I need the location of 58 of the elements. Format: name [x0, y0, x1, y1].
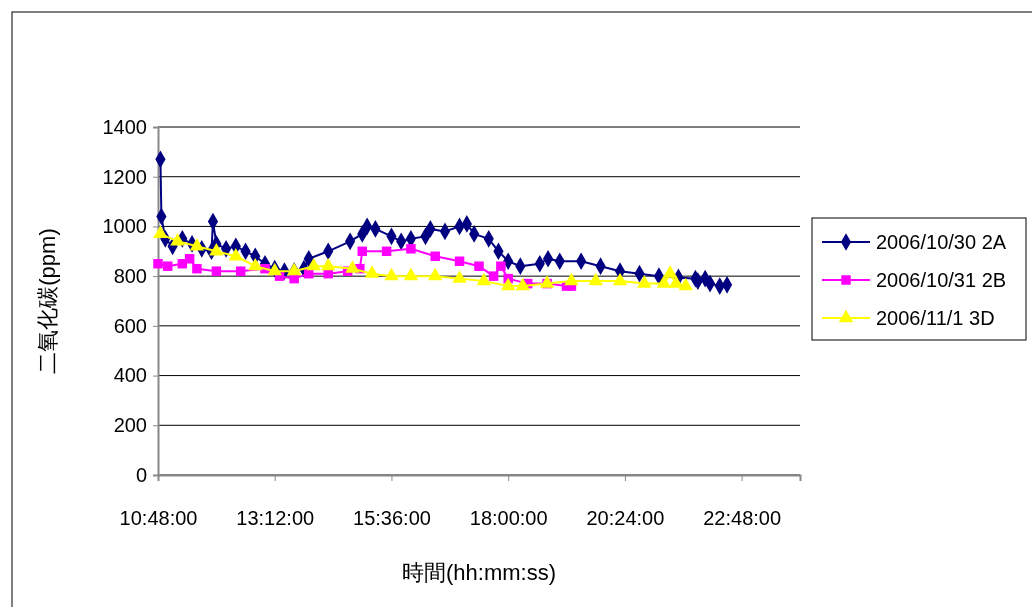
x-tick-label: 22:48:00: [703, 507, 782, 530]
point: [656, 275, 672, 288]
point: [564, 272, 579, 286]
point: [588, 272, 603, 286]
point: [384, 267, 399, 281]
point: [474, 261, 484, 271]
point: [515, 277, 530, 291]
point: [612, 272, 628, 286]
x-axis-title: 時間(hh:mm:ss): [402, 560, 556, 585]
point: [496, 261, 506, 271]
point: [184, 254, 195, 264]
point: [430, 251, 440, 261]
y-tick-label: 400: [113, 364, 147, 387]
point: [248, 257, 263, 271]
point: [406, 244, 416, 254]
point: [678, 277, 693, 291]
point: [209, 242, 224, 256]
point: [500, 277, 516, 291]
point: [153, 225, 168, 239]
point: [304, 268, 314, 279]
x-tick-label: 20:24:00: [586, 507, 665, 530]
point: [428, 267, 443, 281]
legend-label: 2006/10/30 2A: [876, 231, 1007, 253]
point: [306, 257, 321, 271]
point: [170, 233, 185, 246]
point: [228, 247, 244, 261]
x-tick-label: 13:12:00: [236, 507, 315, 530]
y-tick-label: 1400: [102, 115, 147, 138]
x-tick-label: 15:36:00: [353, 507, 431, 530]
point: [488, 271, 499, 281]
point: [452, 270, 467, 283]
x-tick-label: 10:48:00: [119, 507, 198, 530]
y-tick-label: 1000: [102, 215, 147, 238]
point: [192, 263, 202, 274]
point: [153, 258, 163, 269]
y-axis-title: 二氧化碳(ppm): [35, 228, 60, 374]
point: [211, 266, 222, 276]
point: [345, 260, 360, 273]
point: [357, 246, 368, 257]
point: [364, 265, 380, 278]
point: [321, 257, 336, 271]
y-tick-label: 1200: [102, 165, 147, 188]
y-tick-label: 800: [113, 265, 147, 288]
point: [162, 261, 173, 271]
legend-label: 2006/11/1 3D: [876, 307, 995, 329]
point: [286, 262, 302, 276]
x-tick-label: 18:00:00: [469, 507, 548, 530]
point: [637, 275, 652, 288]
legend-label: 2006/10/31 2B: [876, 269, 1007, 291]
point: [662, 265, 678, 278]
y-tick-label: 0: [135, 463, 147, 486]
point: [454, 256, 465, 266]
point: [403, 267, 419, 281]
point: [476, 272, 492, 286]
point: [381, 246, 392, 257]
point: [235, 266, 246, 276]
y-tick-label: 200: [113, 414, 147, 437]
y-tick-label: 600: [113, 314, 147, 337]
